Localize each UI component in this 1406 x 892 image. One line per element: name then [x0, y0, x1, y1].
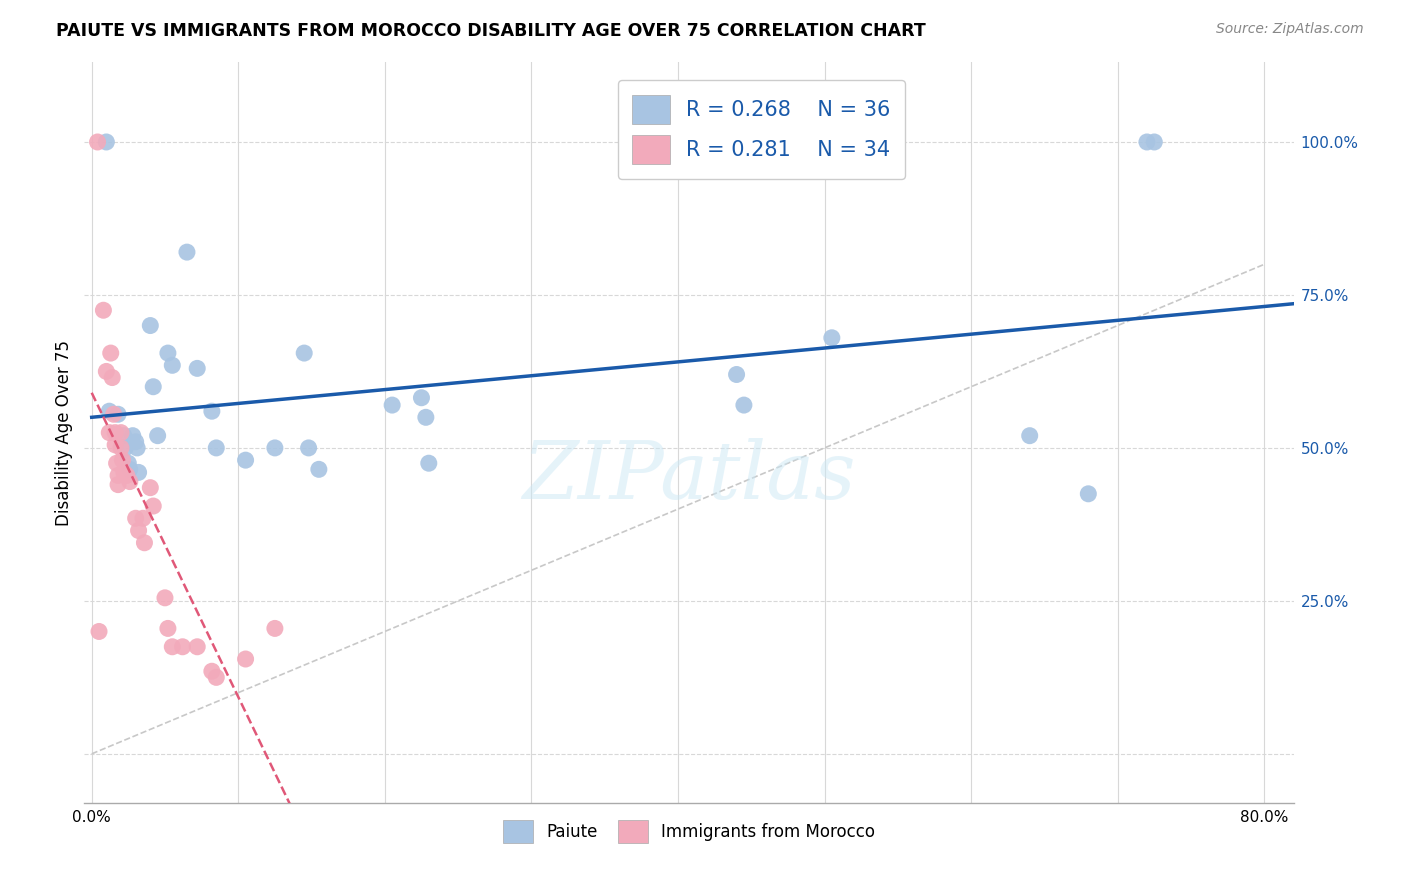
Point — [292, 346, 315, 360]
Point — [821, 331, 844, 345]
Point — [104, 425, 127, 440]
Point — [139, 318, 162, 333]
Point — [162, 640, 184, 654]
Point — [127, 441, 149, 455]
Y-axis label: Disability Age Over 75: Disability Age Over 75 — [55, 340, 73, 525]
Point — [415, 410, 437, 425]
Point — [115, 468, 138, 483]
Point — [1136, 135, 1159, 149]
Point — [186, 640, 208, 654]
Point — [142, 499, 165, 513]
Point — [121, 428, 143, 442]
Point — [96, 135, 118, 149]
Point — [134, 535, 156, 549]
Point — [142, 380, 165, 394]
Point — [418, 456, 440, 470]
Text: ZIPatlas: ZIPatlas — [522, 438, 856, 516]
Point — [105, 456, 128, 470]
Point — [201, 665, 224, 679]
Point — [110, 425, 132, 440]
Point — [128, 524, 150, 538]
Point — [98, 404, 121, 418]
Point — [1143, 135, 1166, 149]
Point — [107, 468, 129, 483]
Point — [128, 466, 150, 480]
Point — [1018, 428, 1040, 442]
Point — [107, 407, 129, 421]
Point — [308, 462, 330, 476]
Point — [235, 652, 257, 666]
Legend: Paiute, Immigrants from Morocco: Paiute, Immigrants from Morocco — [496, 814, 882, 850]
Point — [1077, 487, 1099, 501]
Point — [156, 622, 179, 636]
Point — [114, 441, 136, 455]
Text: Source: ZipAtlas.com: Source: ZipAtlas.com — [1216, 22, 1364, 37]
Point — [96, 364, 118, 378]
Point — [176, 245, 198, 260]
Point — [411, 391, 433, 405]
Point — [100, 346, 122, 360]
Point — [381, 398, 404, 412]
Point — [297, 441, 319, 455]
Point — [110, 441, 132, 455]
Point — [103, 407, 125, 421]
Point — [112, 466, 135, 480]
Point — [101, 370, 124, 384]
Point — [146, 428, 169, 442]
Point — [162, 359, 184, 373]
Point — [201, 404, 224, 418]
Point — [111, 453, 134, 467]
Point — [733, 398, 755, 412]
Point — [153, 591, 176, 605]
Point — [124, 511, 146, 525]
Point — [205, 670, 228, 684]
Point — [118, 462, 141, 476]
Point — [107, 477, 129, 491]
Point — [104, 438, 127, 452]
Point — [264, 441, 287, 455]
Point — [156, 346, 179, 360]
Point — [186, 361, 208, 376]
Point — [117, 456, 139, 470]
Point — [118, 475, 141, 489]
Point — [112, 428, 135, 442]
Point — [139, 481, 162, 495]
Point — [235, 453, 257, 467]
Point — [205, 441, 228, 455]
Point — [93, 303, 115, 318]
Point — [172, 640, 194, 654]
Point — [264, 622, 287, 636]
Point — [132, 511, 155, 525]
Point — [124, 434, 146, 449]
Point — [86, 135, 108, 149]
Point — [98, 425, 121, 440]
Text: PAIUTE VS IMMIGRANTS FROM MOROCCO DISABILITY AGE OVER 75 CORRELATION CHART: PAIUTE VS IMMIGRANTS FROM MOROCCO DISABI… — [56, 22, 927, 40]
Point — [87, 624, 110, 639]
Point — [725, 368, 748, 382]
